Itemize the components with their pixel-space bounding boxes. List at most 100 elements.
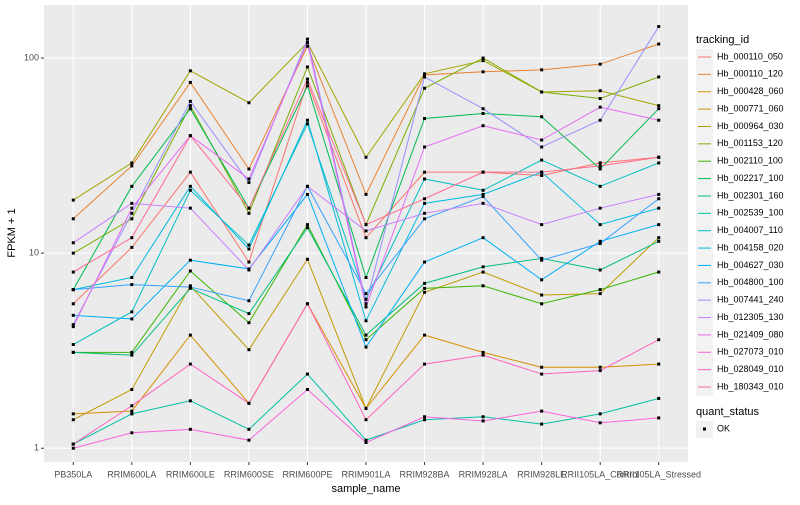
data-point [130,276,134,280]
data-point [305,77,309,81]
data-point [364,440,368,444]
legend-text: Hb_001153_120 [717,138,783,148]
data-point [305,37,309,41]
data-point [364,305,368,309]
data-point [657,42,661,46]
data-point [305,122,309,126]
legend-text: Hb_000771_060 [717,103,784,113]
data-point [364,292,368,296]
data-point [130,184,134,188]
data-point [598,167,602,171]
y-tick-label: 100 [24,52,39,62]
data-point [540,372,544,376]
data-point [247,247,251,251]
data-point [71,288,75,292]
data-point [657,118,661,122]
data-point [188,170,192,174]
data-point [598,239,602,243]
data-point [71,270,75,274]
data-point [188,104,192,108]
data-point [130,283,134,287]
data-point [130,310,134,314]
data-point [540,258,544,262]
data-point [423,72,427,76]
data-point [305,65,309,69]
data-point [305,192,309,196]
data-point [540,145,544,149]
data-point [71,442,75,446]
data-point [305,226,309,230]
data-point [247,312,251,316]
data-point [598,184,602,188]
data-point [481,188,485,192]
data-point [481,170,485,174]
data-point [364,155,368,159]
data-point [423,170,427,174]
data-point [71,251,75,255]
data-point [481,195,485,199]
x-tick-label: RRIM928LE [517,469,566,479]
data-point [130,350,134,354]
data-point [423,333,427,337]
data-point [71,343,75,347]
shape-legend-title: quant_status [696,406,759,418]
x-tick-label: RRIM600LE [166,469,215,479]
data-point [598,118,602,122]
data-point [423,415,427,419]
data-point [247,101,251,105]
legend-text: Hb_007441_240 [717,295,784,305]
data-point [657,236,661,240]
y-tick-label: 10 [29,248,39,258]
data-point [130,245,134,249]
data-point [598,97,602,101]
data-point [540,90,544,94]
legend-text: Hb_000110_120 [717,69,783,79]
data-point [657,239,661,243]
data-point [364,276,368,280]
data-point [481,353,485,357]
data-point [188,134,192,138]
x-tick-label: RRIM600SE [224,469,274,479]
data-point [71,418,75,422]
data-point [71,217,75,221]
data-point [305,84,309,88]
data-point [247,438,251,442]
data-point [247,260,251,264]
data-point [598,268,602,272]
data-point [188,206,192,210]
data-point [481,59,485,63]
data-point [540,68,544,72]
data-point [657,107,661,111]
data-point [130,404,134,408]
x-tick-label: RRIM928LA [459,469,508,479]
data-point [364,418,368,422]
legend-text: Hb_004158_020 [717,242,784,252]
x-tick-label: RRIM901LA [341,469,390,479]
data-point [598,223,602,227]
data-point [540,302,544,306]
data-point [598,369,602,373]
legend-text: Hb_027073_010 [717,347,784,357]
y-axis-title: FPKM + 1 [6,208,18,257]
data-point [188,188,192,192]
data-point [598,164,602,168]
data-point [305,257,309,261]
data-point [247,167,251,171]
data-point [657,192,661,196]
data-point [130,201,134,205]
data-point [598,161,602,165]
legend-text: OK [717,423,730,433]
data-point [130,236,134,240]
data-point [71,302,75,306]
data-point [364,438,368,442]
data-point [540,409,544,413]
data-point [247,268,251,272]
data-point [130,164,134,168]
data-point [598,206,602,210]
data-point [305,44,309,48]
data-point [71,323,75,327]
data-point [71,198,75,202]
legend-text: Hb_002539_100 [717,208,784,218]
data-point [71,313,75,317]
data-point [481,415,485,419]
